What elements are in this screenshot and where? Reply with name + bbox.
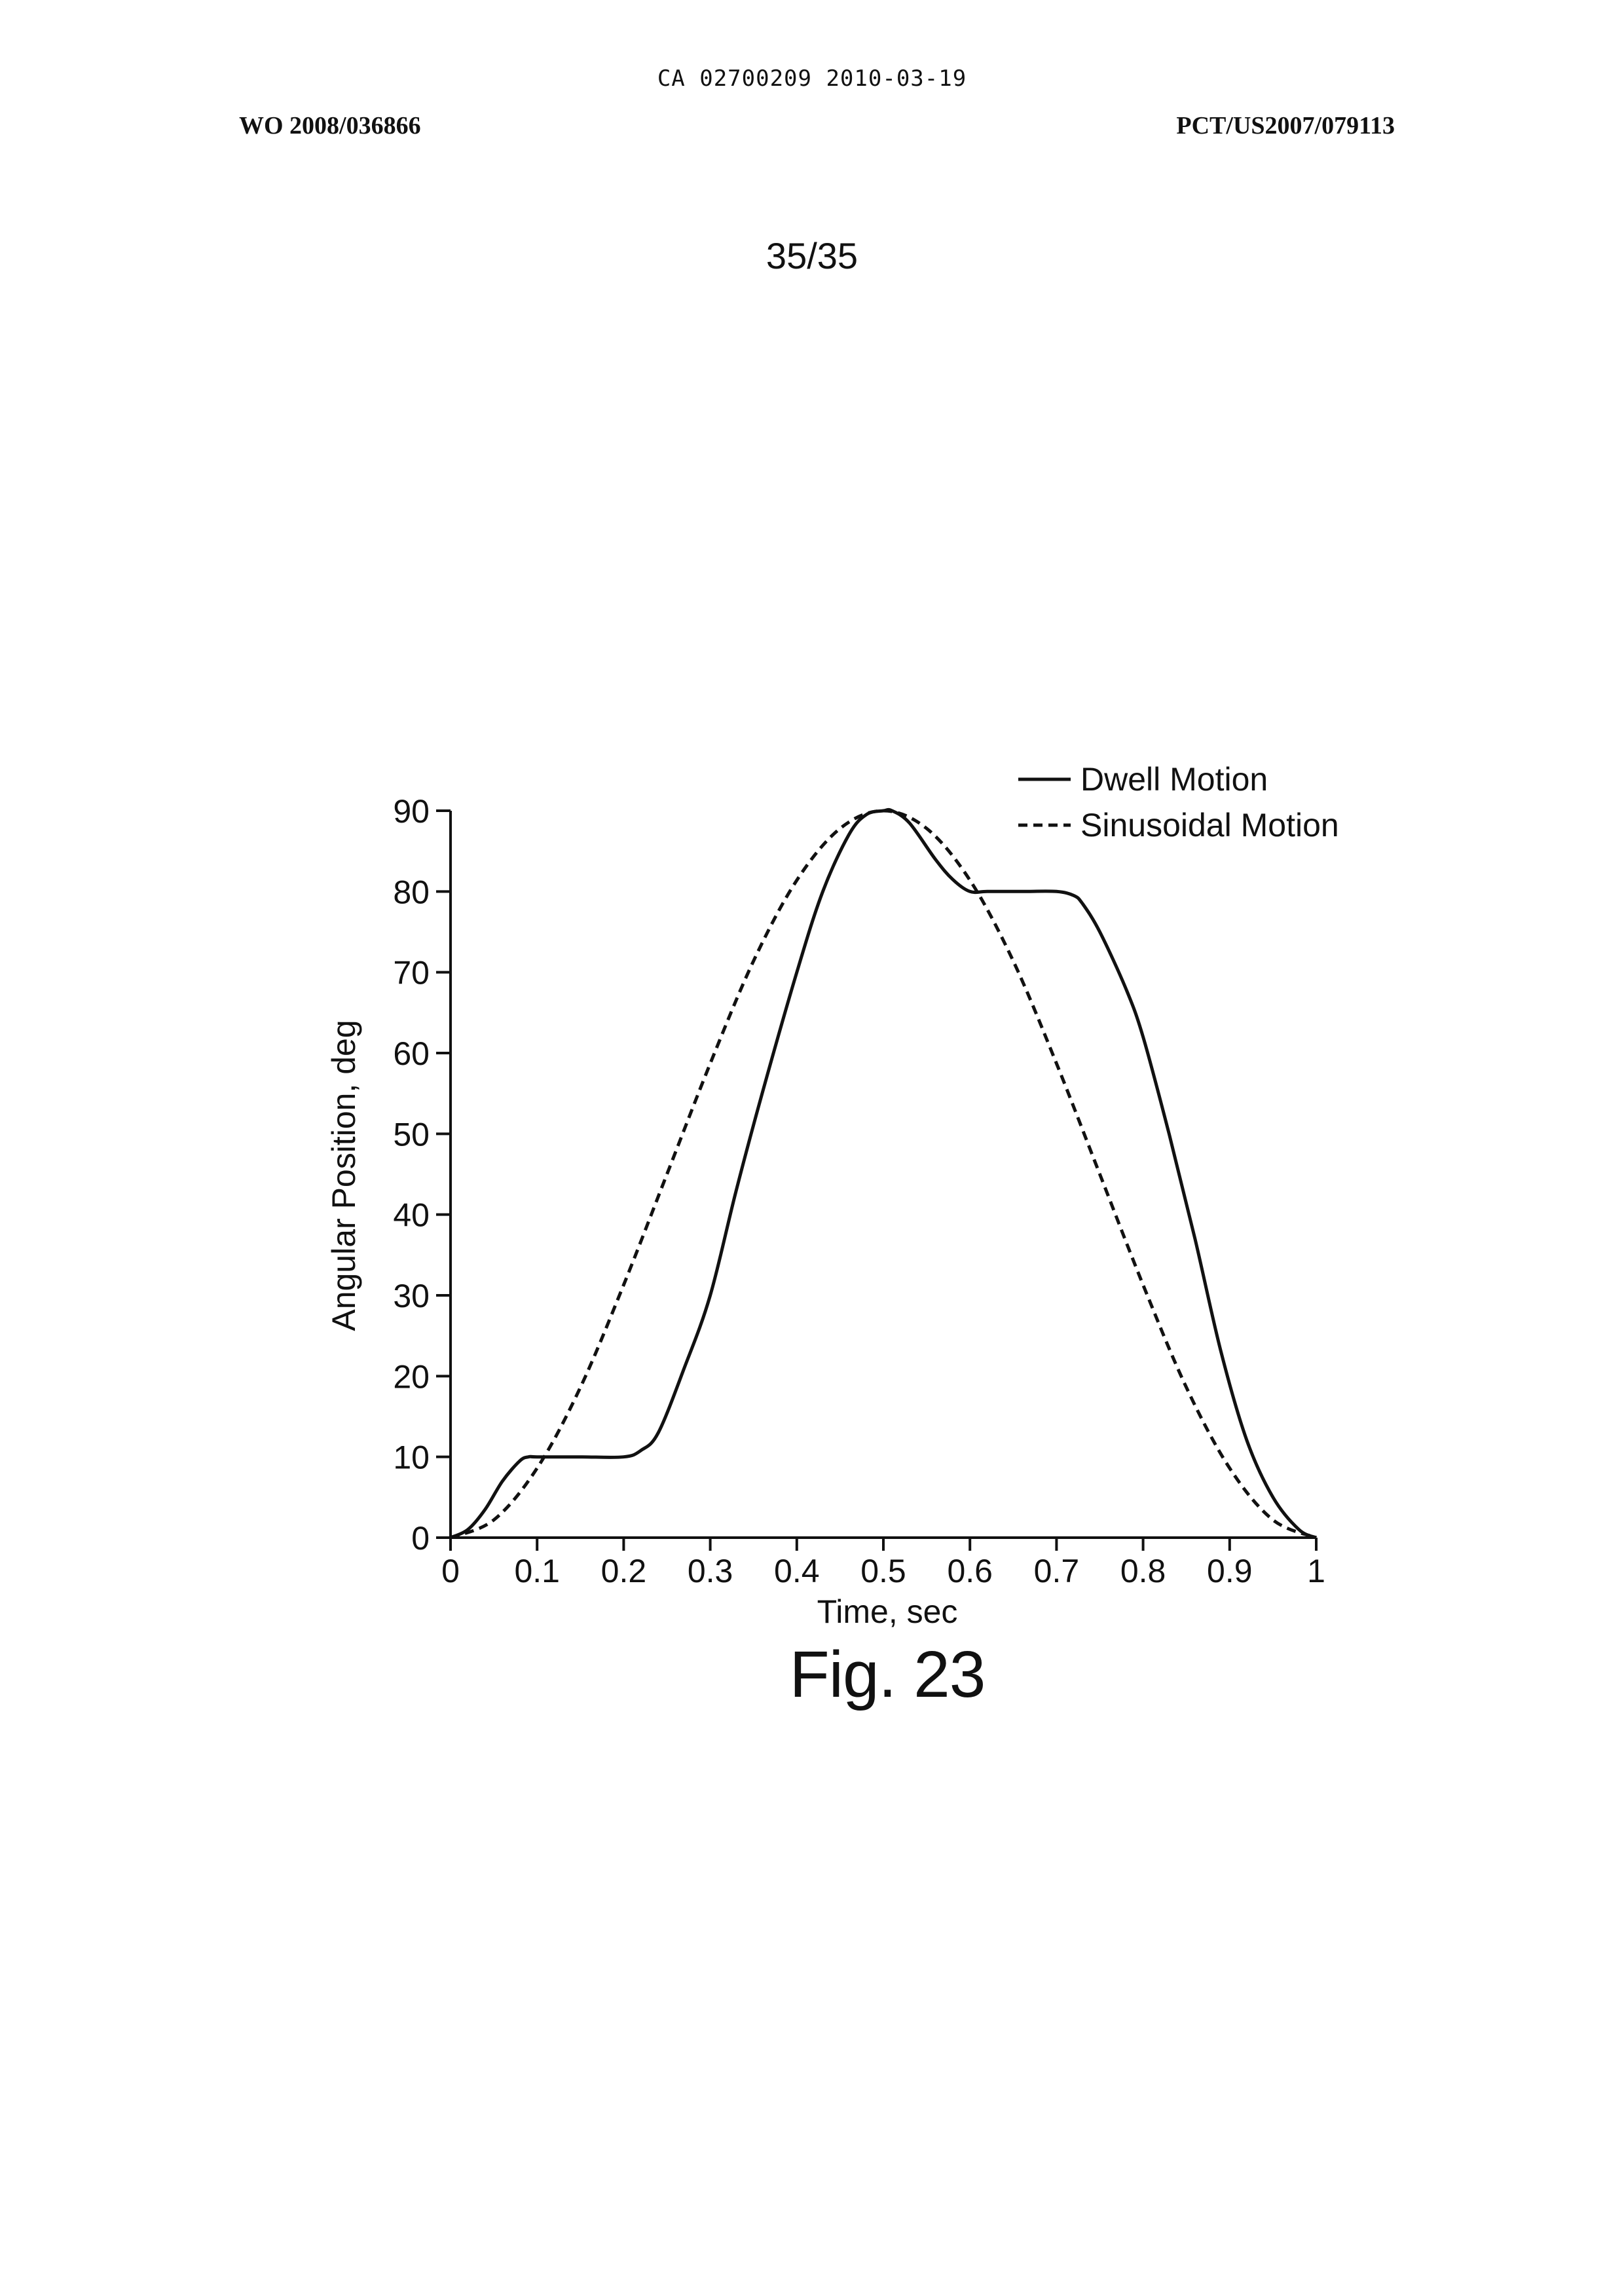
sinusoidal-motion-line	[451, 811, 1316, 1538]
x-tick-label: 1	[1307, 1553, 1325, 1589]
x-tick-label: 0.7	[1034, 1553, 1080, 1589]
x-axis-ticks: 0 0.1 0.2 0.3 0.4 0.5 0.6 0.7 0.8 0.9 1	[441, 1538, 1325, 1589]
y-tick-label: 50	[393, 1116, 430, 1153]
chart-axes	[451, 811, 1316, 1538]
legend-label-dwell-motion: Dwell Motion	[1080, 761, 1268, 798]
legend-label-sinusoidal-motion: Sinusoidal Motion	[1080, 807, 1339, 843]
y-tick-label: 70	[393, 955, 430, 991]
y-tick-label: 90	[393, 793, 430, 830]
x-tick-label: 0.2	[601, 1553, 647, 1589]
y-axis-label: Angular Position, deg	[325, 1020, 362, 1331]
x-axis-label: Time, sec	[817, 1593, 958, 1630]
y-tick-label: 40	[393, 1197, 430, 1234]
y-tick-label: 0	[411, 1520, 430, 1557]
y-tick-label: 30	[393, 1278, 430, 1314]
x-tick-label: 0.9	[1207, 1553, 1253, 1589]
y-tick-label: 10	[393, 1439, 430, 1476]
y-tick-label: 60	[393, 1035, 430, 1072]
y-axis-ticks: 0 10 20 30 40 50 60 70 80 90	[393, 793, 451, 1557]
x-tick-label: 0.3	[688, 1553, 733, 1589]
x-tick-label: 0.6	[947, 1553, 993, 1589]
chart-series	[451, 809, 1316, 1538]
dwell-motion-line	[451, 809, 1316, 1538]
chart-legend: Dwell Motion Sinusoidal Motion	[1018, 761, 1339, 843]
figure-label: Fig. 23	[0, 1637, 1624, 1713]
x-tick-label: 0.5	[860, 1553, 906, 1589]
x-tick-label: 0	[441, 1553, 460, 1589]
y-tick-label: 80	[393, 874, 430, 910]
x-tick-label: 0.1	[514, 1553, 560, 1589]
x-tick-label: 0.8	[1120, 1553, 1166, 1589]
x-tick-label: 0.4	[774, 1553, 820, 1589]
y-tick-label: 20	[393, 1358, 430, 1395]
